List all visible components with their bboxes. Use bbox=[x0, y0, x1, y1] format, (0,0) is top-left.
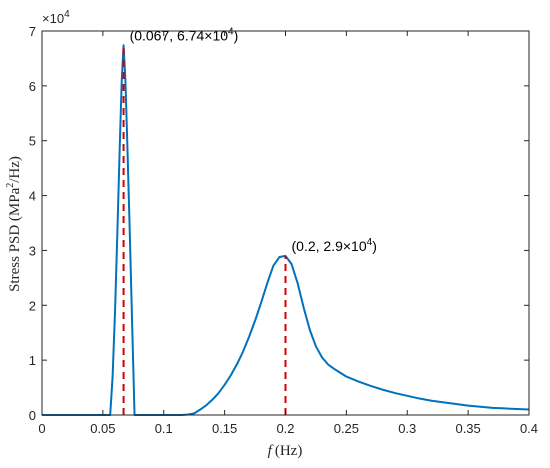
x-tick-label: 0.35 bbox=[455, 421, 480, 436]
y-tick-label: 6 bbox=[29, 79, 36, 94]
y-multiplier-label: ×104 bbox=[42, 9, 70, 26]
x-tick-label: 0.15 bbox=[212, 421, 237, 436]
y-axis-label: Stress PSD (MPa2/Hz) bbox=[5, 156, 23, 292]
x-tick-label: 0.1 bbox=[155, 421, 173, 436]
x-tick-label: 0 bbox=[38, 421, 45, 436]
peak-annotation-0: (0.067, 6.74×104) bbox=[130, 26, 239, 43]
x-tick-label: 0.3 bbox=[398, 421, 416, 436]
x-tick-label: 0.4 bbox=[520, 421, 538, 436]
series-line-0 bbox=[42, 44, 530, 416]
x-tick-label: 0.2 bbox=[276, 421, 294, 436]
y-tick-label: 5 bbox=[29, 134, 36, 149]
y-tick-label: 0 bbox=[29, 408, 36, 423]
x-axis-label: f (Hz) bbox=[268, 443, 303, 459]
axes-layer: 0 0.05 0.1 0.15 0.2 0.25 0.3 0.35 0.4 0 1 2 3 4 5 6 7 bbox=[29, 24, 538, 436]
y-tick-label: 3 bbox=[29, 243, 36, 258]
x-tick-label: 0.25 bbox=[334, 421, 359, 436]
x-tick-label: 0.05 bbox=[90, 421, 115, 436]
peak-annotation-1: (0.2, 2.9×104) bbox=[292, 237, 377, 254]
y-tick-label: 1 bbox=[29, 353, 36, 368]
y-tick-label: 7 bbox=[29, 24, 36, 39]
y-tick-label: 4 bbox=[29, 189, 36, 204]
y-tick-label: 2 bbox=[29, 298, 36, 313]
